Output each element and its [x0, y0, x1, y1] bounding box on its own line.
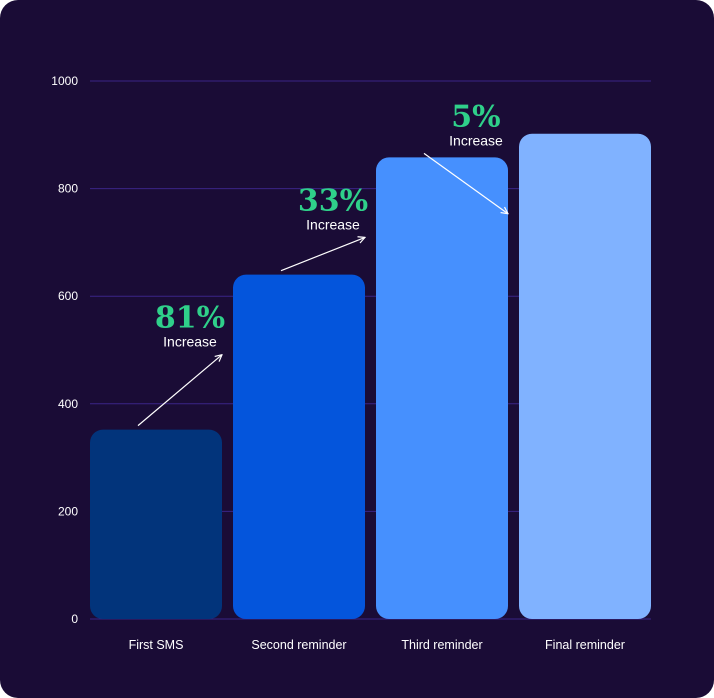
- x-category-label: Final reminder: [545, 638, 625, 652]
- bar: [233, 274, 365, 619]
- y-tick-label: 800: [58, 182, 78, 196]
- x-category-label: Second reminder: [251, 638, 346, 652]
- y-tick-label: 400: [58, 397, 78, 411]
- bar: [90, 429, 222, 619]
- increase-percent: 33%: [298, 183, 368, 218]
- increase-arrow: [137, 355, 222, 427]
- increase-label: Increase: [163, 334, 217, 350]
- x-category-label: Third reminder: [401, 638, 482, 652]
- y-tick-label: 0: [71, 612, 78, 626]
- increase-label: Increase: [449, 132, 503, 148]
- x-category-label: First SMS: [129, 638, 184, 652]
- y-tick-label: 1000: [51, 74, 78, 88]
- increase-arrow: [423, 152, 508, 213]
- increase-percent: 81%: [155, 301, 225, 336]
- increase-arrow: [280, 237, 365, 272]
- bar: [519, 133, 651, 619]
- y-tick-label: 600: [58, 289, 78, 303]
- bars: [90, 133, 651, 619]
- y-tick-label: 200: [58, 504, 78, 518]
- increase-percent: 5%: [451, 99, 500, 134]
- increase-label: Increase: [306, 216, 360, 232]
- y-axis-ticks: 0 200 400 600 800 1000: [51, 74, 78, 626]
- bar: [376, 157, 508, 619]
- x-axis-labels: First SMS Second reminder Third reminder Fi…: [129, 638, 625, 652]
